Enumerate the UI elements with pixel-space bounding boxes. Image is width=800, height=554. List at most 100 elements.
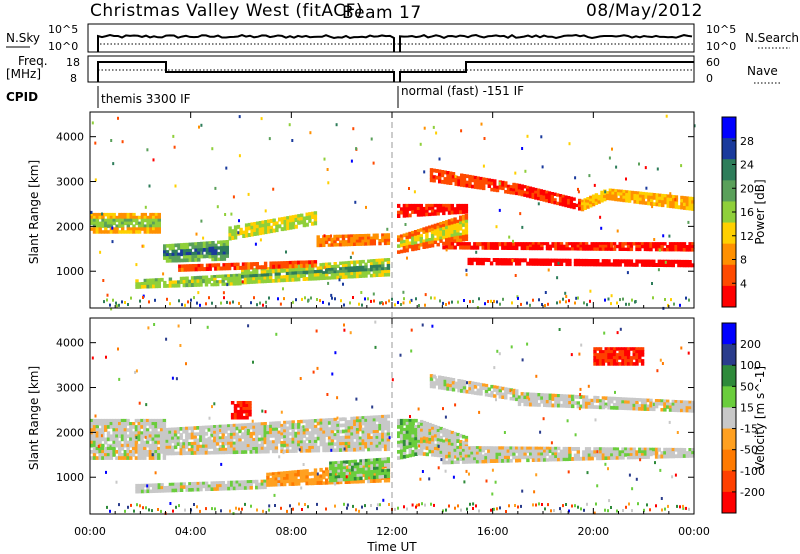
data-cell [470, 451, 474, 456]
data-cell [551, 452, 555, 456]
data-point [676, 431, 679, 434]
data-cell [643, 259, 648, 264]
data-cell [98, 422, 102, 426]
data-cell [674, 447, 678, 452]
data-cell [624, 247, 628, 251]
data-cell [413, 207, 418, 211]
data-cell [587, 453, 592, 458]
data-cell [461, 232, 466, 236]
data-cell [313, 436, 318, 441]
data-cell [266, 431, 270, 435]
data-cell [383, 233, 388, 237]
data-cell [666, 402, 670, 406]
data-cell [375, 472, 380, 476]
data-cell [241, 444, 245, 448]
data-cell [682, 454, 687, 458]
data-cell [375, 435, 379, 440]
data-cell [416, 229, 421, 233]
data-cell [446, 386, 450, 391]
data-cell [168, 253, 173, 257]
data-point [205, 302, 207, 306]
data-cell [364, 268, 368, 272]
data-cell [503, 459, 508, 463]
data-point [608, 499, 611, 503]
data-cell [213, 451, 217, 455]
y-tick-label: 1000 [56, 265, 84, 278]
data-cell [238, 429, 242, 434]
data-cell [624, 242, 628, 246]
data-cell [214, 254, 218, 259]
data-cell [258, 231, 263, 236]
data-cell [436, 435, 441, 439]
data-cell [408, 453, 412, 458]
data-cell [540, 396, 544, 401]
data-cell [607, 356, 611, 360]
data-point [577, 296, 579, 300]
data-cell [351, 477, 355, 481]
data-cell [419, 237, 423, 241]
data-cell [460, 385, 464, 390]
data-point [579, 387, 582, 391]
data-cell [568, 457, 572, 461]
data-cell [176, 427, 181, 431]
data-cell [269, 261, 273, 266]
data-cell [207, 280, 211, 284]
data-cell [611, 197, 615, 201]
data-cell [680, 263, 684, 268]
data-point [94, 178, 97, 182]
data-cell [104, 437, 108, 442]
data-cell [399, 428, 404, 432]
nsearch-label: N.Search [745, 31, 799, 45]
data-cell [229, 432, 234, 437]
data-cell [397, 443, 401, 448]
data-cell [329, 473, 333, 477]
data-point [109, 445, 112, 449]
data-point [550, 441, 553, 445]
data-cell [539, 194, 543, 199]
data-cell [361, 236, 365, 241]
data-cell [174, 252, 178, 257]
data-cell [616, 192, 621, 196]
data-cell [126, 434, 130, 439]
data-cell [422, 242, 426, 246]
data-cell [285, 268, 290, 273]
data-cell [593, 242, 597, 246]
data-cell [319, 263, 323, 267]
data-cell [378, 258, 382, 263]
data-cell [626, 456, 631, 460]
data-cell [249, 438, 253, 442]
data-cell [534, 399, 538, 404]
data-cell [322, 271, 326, 275]
data-cell [680, 259, 684, 264]
data-cell [386, 258, 391, 262]
data-point [418, 245, 421, 249]
data-cell [106, 453, 111, 457]
data-cell [600, 190, 604, 195]
data-point [147, 326, 150, 330]
data-cell [649, 244, 653, 249]
data-cell [457, 182, 461, 187]
data-cell [327, 433, 332, 437]
data-point [351, 251, 354, 255]
data-cell [219, 240, 224, 244]
data-cell [283, 216, 287, 221]
data-cell [238, 279, 242, 283]
data-cell [123, 456, 127, 460]
data-cell [148, 443, 153, 448]
data-cell [501, 446, 505, 451]
data-cell [565, 242, 569, 246]
data-point [639, 458, 642, 462]
data-cell [431, 453, 435, 457]
data-cell [274, 433, 279, 438]
data-cell [666, 247, 670, 252]
data-cell [361, 445, 365, 449]
data-cell [624, 262, 628, 267]
data-cell [447, 203, 452, 208]
freq-tick-top: 18 [66, 56, 80, 69]
data-point [664, 260, 667, 264]
data-cell [652, 202, 657, 206]
data-cell [430, 237, 435, 242]
data-cell [341, 237, 346, 241]
data-cell [565, 446, 569, 451]
data-cell [250, 262, 254, 267]
